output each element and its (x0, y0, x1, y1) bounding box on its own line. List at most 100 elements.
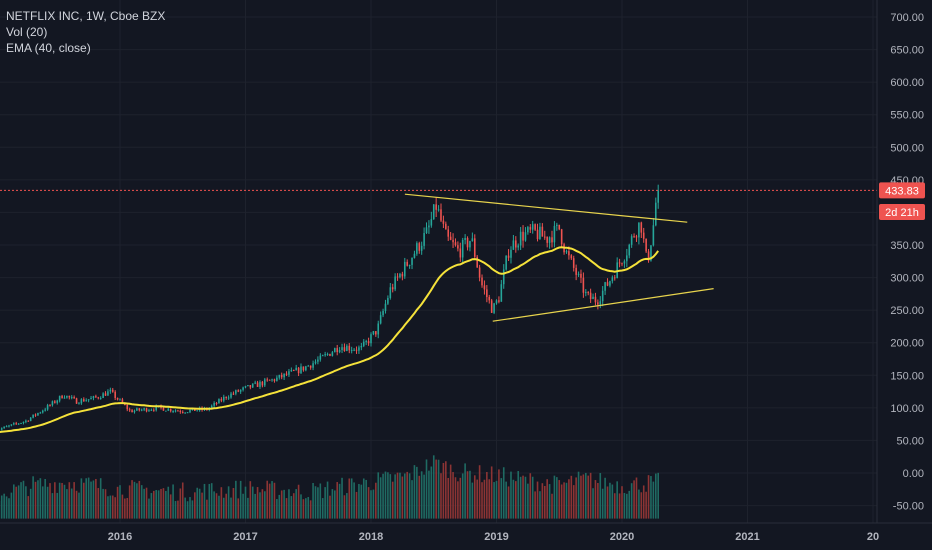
volume-bar (235, 480, 237, 519)
candle-body (445, 223, 447, 230)
candle-body (75, 398, 78, 404)
price-axis[interactable]: 700.00650.00600.00550.00500.00450.00400.… (890, 12, 924, 513)
volume-bar (367, 487, 370, 519)
candle-body (305, 366, 307, 371)
candle-body (560, 229, 563, 245)
volume-bar (500, 478, 503, 519)
volume-bar (165, 490, 167, 519)
candle-body (321, 355, 324, 357)
candle-body (329, 353, 331, 356)
candle-body (85, 400, 88, 402)
volume-bar (473, 475, 476, 519)
volume-bar (517, 471, 520, 519)
time-tick-label: 2018 (359, 531, 383, 543)
legend-ema[interactable]: EMA (40, close) (6, 41, 91, 55)
candle-body (650, 245, 652, 261)
volume-bar (150, 493, 153, 519)
bar-countdown: 2d 21h (885, 207, 919, 219)
volume-bar (645, 491, 647, 519)
volume-bar (196, 487, 199, 519)
volume-bar (338, 483, 341, 519)
candle-body (34, 414, 37, 416)
volume-bar (314, 486, 317, 519)
volume-bar (8, 498, 10, 519)
candle-body (367, 341, 370, 344)
candle-body (15, 423, 18, 425)
candle-body (46, 405, 49, 410)
candle-body (165, 410, 167, 412)
volume-bar (273, 482, 276, 519)
candle-body (642, 232, 645, 239)
volume-bar (370, 490, 372, 519)
volume-bar (157, 490, 160, 519)
candle-body (51, 401, 54, 406)
volume-bar (401, 476, 404, 519)
candle-body (396, 276, 399, 278)
volume-bar (39, 478, 42, 519)
candle-body (394, 276, 396, 290)
candle-body (121, 399, 124, 404)
candle-body (177, 410, 179, 412)
volume-bar (621, 486, 623, 519)
candle-body (379, 315, 382, 324)
candle-body (237, 390, 240, 392)
volume-bar (630, 483, 633, 519)
candle-body (331, 352, 334, 356)
candle-body (256, 382, 259, 387)
candle-body (63, 397, 66, 399)
trendline[interactable] (492, 288, 714, 322)
volume-bar (556, 477, 558, 519)
candle-body (652, 225, 655, 246)
volume-bar (116, 486, 119, 519)
volume-bar (652, 481, 655, 519)
volume-bar (394, 474, 396, 519)
volume-bar (640, 492, 643, 519)
candle-body (531, 224, 534, 230)
candle-body (343, 347, 346, 352)
candle-body (324, 354, 326, 356)
candle-body (8, 425, 10, 427)
legend-symbol[interactable]: NETFLIX INC, 1W, Cboe BZX (6, 9, 166, 23)
candle-body (10, 424, 13, 426)
candle-body (3, 426, 5, 429)
volume-bar (169, 494, 172, 519)
candle-body (592, 296, 594, 300)
candle-body (377, 323, 380, 335)
candle-body (406, 261, 409, 266)
candle-body (384, 303, 387, 311)
candle-body (452, 239, 454, 243)
candle-body (66, 395, 68, 398)
candle-body (353, 349, 355, 351)
volume-bar (179, 488, 182, 519)
candle-body (254, 382, 256, 384)
volume-bar (623, 492, 626, 519)
candle-body (309, 365, 312, 368)
candle-body (133, 410, 136, 413)
candle-body (425, 227, 428, 234)
volume-bar (558, 480, 561, 519)
candle-body (556, 224, 558, 226)
volume-bar (41, 486, 44, 519)
candle-body (430, 219, 433, 226)
volume-bar (244, 486, 247, 519)
volume-bar (324, 487, 326, 519)
candle-body (657, 190, 660, 203)
candle-body (285, 373, 288, 375)
volume-bar (20, 482, 22, 519)
candle-body (654, 202, 657, 226)
trendline[interactable] (404, 193, 688, 223)
candle-body (179, 410, 182, 412)
volume-bar (90, 481, 92, 519)
volume-bar (22, 480, 25, 519)
countdown-badge-bg (879, 204, 925, 220)
time-axis[interactable]: 2016 2017 2018 2019 2020 2021 20 (108, 531, 879, 543)
volume-bar (601, 488, 604, 519)
candle-body (522, 231, 524, 241)
legend-volume[interactable]: Vol (20) (6, 25, 48, 39)
candle-body (454, 242, 457, 246)
volume-bar (198, 488, 201, 519)
volume-bar (628, 490, 631, 519)
candle-body (594, 296, 597, 303)
volume-bar (249, 481, 252, 519)
